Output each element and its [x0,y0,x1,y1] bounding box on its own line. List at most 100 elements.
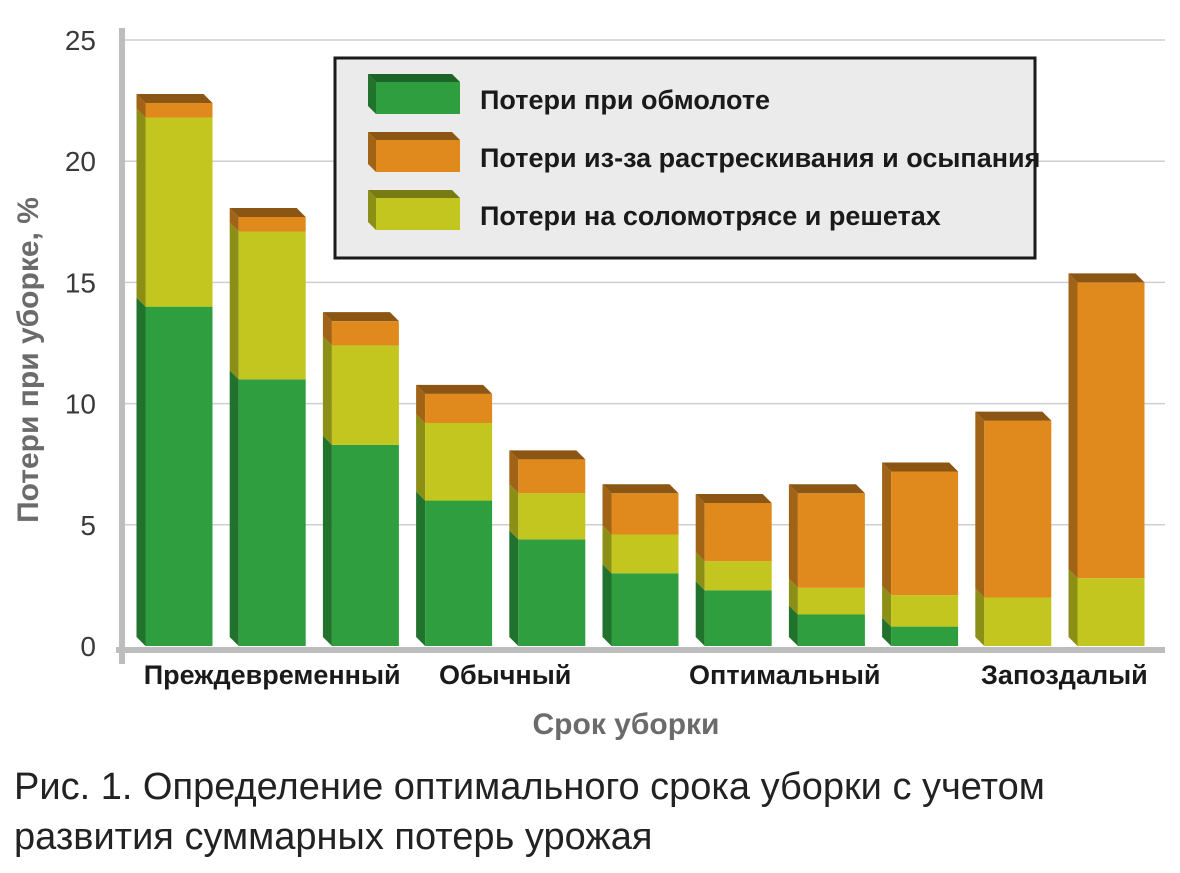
bar-side [416,413,426,501]
bar-segment [797,493,865,588]
y-tick-label: 25 [65,25,96,56]
legend-swatch-top [368,74,460,82]
bar-side [229,370,239,646]
bar-segment [797,587,865,615]
bar-side [882,586,892,627]
bar-side [975,588,985,646]
bar-segment [518,539,586,646]
legend-label: Потери из-за растрескивания и осыпания [480,143,1040,173]
bar-segment [331,444,399,646]
bar-side [229,222,239,380]
bar-segment [704,590,772,646]
bar-top [509,450,586,460]
bar-side [788,605,798,646]
bar-side [602,484,612,535]
bar-top [695,493,772,503]
bar-segment [611,573,679,646]
y-axis-title: Потери при уборке, % [12,197,45,523]
legend-swatch [376,140,460,172]
y-tick-label: 20 [65,146,96,177]
bar-segment [145,103,213,118]
bar-segment [425,422,493,501]
bar-segment [611,493,679,535]
bar-top [322,312,399,322]
legend-swatch-top [368,132,460,140]
legend-swatch [376,82,460,114]
bar-top [229,207,306,217]
y-tick-label: 5 [80,510,96,541]
y-tick-label: 0 [80,631,96,662]
bar-segment [238,379,306,646]
bar-top [788,484,865,494]
bar-segment [331,345,399,445]
figure-caption: Рис. 1. Определение оптимального срока у… [14,766,1045,858]
bar-segment [891,626,959,646]
bar-side [602,564,612,646]
bar-top [882,462,959,472]
x-category-label: Оптимальный [689,660,880,690]
bar-side [975,411,985,598]
bar-segment [145,117,213,307]
bar-side [322,435,332,646]
bar-segment [238,231,306,380]
y-tick-label: 15 [65,267,96,298]
bar-segment [238,216,306,232]
bar-side [882,462,892,596]
bar-top [136,94,213,104]
bar-segment [704,561,772,591]
legend-swatch-top [368,190,460,198]
bar-side [788,484,798,588]
bar-side [788,578,798,615]
legend-label: Потери на соломотрясе и решетах [480,201,941,231]
bar-side [509,484,519,540]
legend-swatch [376,198,460,230]
bar-top [1068,273,1145,283]
bar-top [602,484,679,494]
bar-side [695,552,705,591]
legend-swatch-side [368,132,376,172]
bar-segment [891,595,959,627]
y-tick-label: 10 [65,389,96,420]
bar-side [136,297,146,646]
x-category-label: Преждевременный [144,660,401,690]
bar-side [1068,569,1078,646]
legend-swatch-side [368,190,376,230]
bar-side [229,207,239,232]
legend-swatch-side [368,74,376,114]
bar-side [322,312,332,346]
bar-side [602,525,612,574]
bar-side [416,491,426,646]
bar-side [695,581,705,646]
bar-side [322,336,332,445]
legend: Потери при обмолоте Потери из-за растреск… [333,56,1040,260]
legend-label: Потери при обмолоте [480,85,770,115]
bar-segment [611,534,679,574]
bar-segment [984,420,1052,598]
bar-segment [1077,282,1145,579]
bar-segment [331,321,399,346]
bar-side [136,108,146,307]
x-axis-title: Срок уборки [533,708,720,741]
x-category-label: Обычный [439,660,571,690]
bar-segment [1077,578,1145,646]
bar-segment [145,306,213,646]
bar-segment [425,500,493,646]
bar-side [695,493,705,562]
bar-side [509,450,519,494]
bar-segment [891,471,959,596]
bar-top [416,384,493,394]
bar-segment [518,459,586,494]
x-category-label: Запоздалый [981,660,1148,690]
bar-side [1068,273,1078,579]
bar-segment [797,614,865,646]
bar-top [975,411,1052,421]
stacked-bar-chart: 0 5 10 15 20 25 Преждевременный Обычный Оптималь… [12,25,1165,741]
bar-side [882,617,892,646]
bar-segment [425,393,493,423]
bar-segment [984,597,1052,646]
bar-side [416,384,426,423]
bar-side [136,94,146,118]
bar-side [509,530,519,646]
bar-segment [518,493,586,540]
bar-segment [704,502,772,562]
